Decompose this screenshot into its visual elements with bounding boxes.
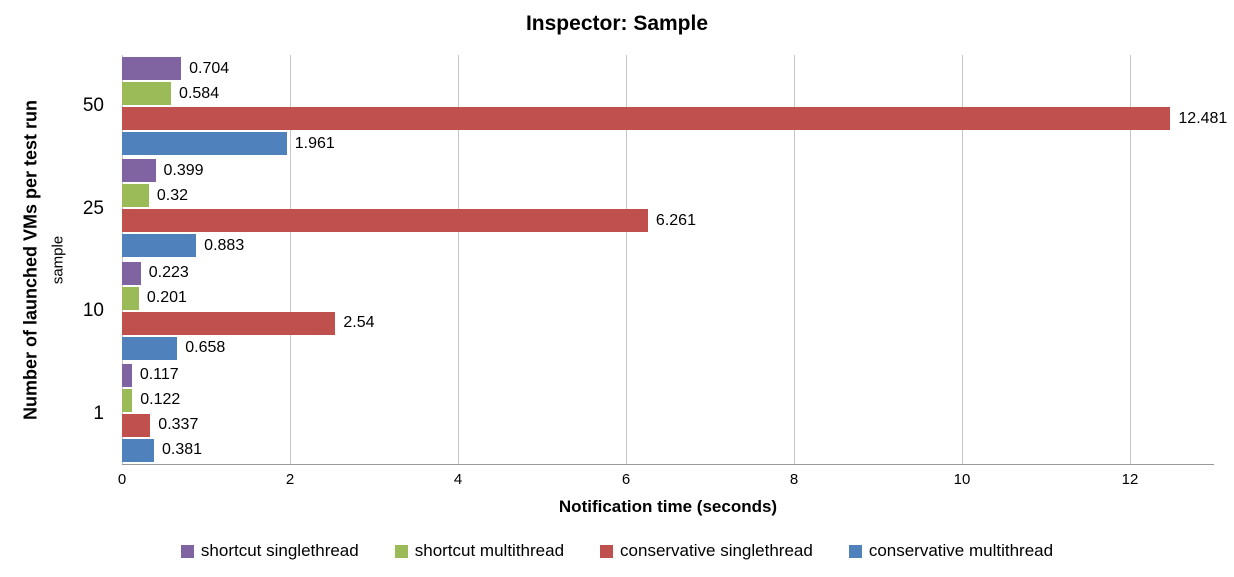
data-label: 2.54 [343,314,375,332]
data-label: 0.704 [189,59,230,77]
plot-area: 0.704 0.584 12.481 1.961 0.399 0.32 6.261 0.883… [122,55,1227,465]
legend-swatch [600,544,614,558]
bar-group-item: 0.399 [122,159,1214,183]
bar [122,363,132,387]
bar-group-item: 0.704 [122,57,1214,81]
bar [122,82,172,106]
y-category-label: 10 [82,300,104,322]
gridline [122,55,123,464]
legend-swatch [848,544,862,558]
legend-item: shortcut multithread [394,541,565,561]
bar-group-item: 0.117 [122,363,1214,387]
x-axis-ticks: 0 2 4 6 8 10 12 [118,471,1214,491]
data-label: 0.337 [158,416,199,434]
category-row: 0.704 0.584 12.481 1.961 [122,55,1227,157]
data-label: 0.399 [163,161,204,179]
bar-group-item: 2.54 [122,311,1214,335]
bar [122,438,154,462]
x-tick-label: 8 [789,471,799,488]
gridline [290,55,291,464]
bar [122,388,133,412]
data-label: 0.658 [185,339,226,357]
data-label: 6.261 [655,211,696,229]
legend-item: conservative singlethread [600,541,813,561]
gridline [962,55,963,464]
x-tick-label: 12 [1121,471,1139,488]
data-label: 0.117 [139,366,179,384]
category-row: 0.117 0.122 0.337 0.381 [122,362,1214,464]
bar [122,57,182,81]
legend-swatch [180,544,194,558]
bar [122,336,178,360]
gridline [458,55,459,464]
bar [122,159,156,183]
chart-title: Inspector: Sample [525,12,709,35]
legend-label: conservative multithread [868,541,1054,560]
legend: shortcut singlethread shortcut multithrea… [0,541,1234,561]
legend-swatch [394,544,408,558]
legend-label: conservative singlethread [620,541,813,560]
legend-item: conservative multithread [848,541,1054,561]
x-tick-label: 2 [285,471,295,488]
data-label: 0.584 [179,84,220,102]
bar [122,413,151,437]
x-axis-title: Notification time (seconds) [558,497,778,516]
x-tick-label: 6 [621,471,631,488]
y-category-label: 1 [93,402,104,424]
data-label: 0.381 [162,441,203,459]
category-row: 0.223 0.201 2.54 0.658 [122,260,1214,362]
legend-item: shortcut singlethread [180,541,359,561]
data-label: 0.32 [156,186,189,204]
y-category-label: 25 [82,197,104,219]
bar-group-item: 0.381 [122,438,1214,462]
bar-group-item: 12.481 [122,107,1227,131]
bar-group-item: 1.961 [122,132,1214,156]
data-label: 0.223 [148,264,189,282]
y-category-label: 50 [82,95,104,117]
y-axis-labels: 50 25 10 1 [0,55,104,465]
bar-group-item: 6.261 [122,209,1214,233]
legend-label: shortcut multithread [414,541,565,560]
bar-group-item: 0.883 [122,234,1214,258]
bar [122,107,1171,131]
bar-group-item: 0.32 [122,184,1214,208]
legend-label: shortcut singlethread [200,541,359,560]
data-label: 0.201 [146,289,187,307]
gridline [794,55,795,464]
x-tick-label: 0 [117,471,127,488]
category-row: 0.399 0.32 6.261 0.883 [122,157,1214,259]
bar [122,132,287,156]
bar [122,311,336,335]
data-label: 0.883 [204,236,245,254]
x-tick-label: 4 [453,471,463,488]
bar [122,234,197,258]
bar-group-item: 0.201 [122,286,1214,310]
bar [122,184,149,208]
data-label: 1.961 [294,134,335,152]
bar-group-item: 0.223 [122,261,1214,285]
bar-group-item: 0.337 [122,413,1214,437]
gridline [1130,55,1131,464]
data-label: 12.481 [1178,109,1228,127]
bar-group-item: 0.658 [122,336,1214,360]
bar-group-item: 0.584 [122,82,1214,106]
bar [122,209,648,233]
bar-group-item: 0.122 [122,388,1214,412]
x-tick-label: 10 [953,471,971,488]
bar [122,261,141,285]
bar [122,286,139,310]
gridline [626,55,627,464]
data-label: 0.122 [140,391,181,409]
